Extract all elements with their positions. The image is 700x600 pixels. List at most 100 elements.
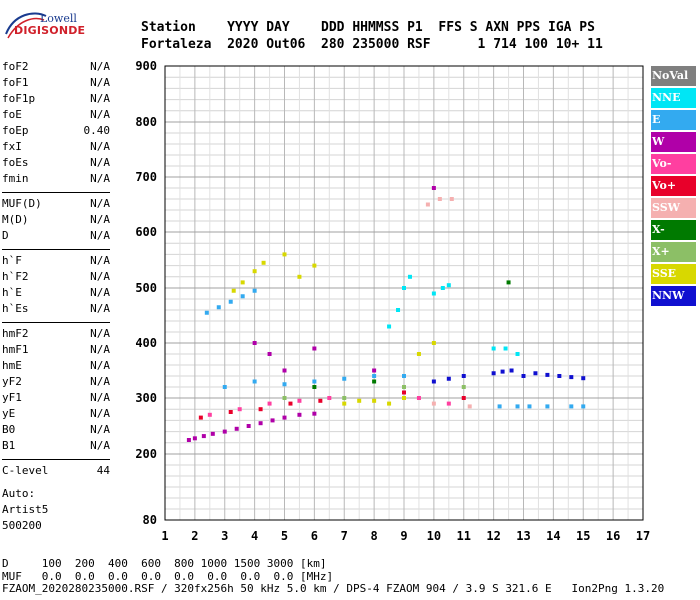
data-point-vo- <box>267 401 272 406</box>
x-tick-label: 3 <box>221 529 228 543</box>
param-separator <box>2 459 110 460</box>
data-point-e <box>515 404 520 409</box>
data-point-e <box>252 379 257 384</box>
data-point-vo- <box>228 410 233 414</box>
param-name: h`E <box>2 286 22 299</box>
param-row: h`Es N/A <box>2 302 110 318</box>
param-name: yE <box>2 407 16 420</box>
data-point-e <box>527 404 532 409</box>
data-point-e <box>204 310 209 315</box>
data-point-nnw <box>491 371 496 376</box>
data-point-x- <box>372 379 377 384</box>
auto-label: Auto: <box>2 487 36 500</box>
data-point-w <box>282 415 287 420</box>
data-point-vo- <box>258 407 263 412</box>
param-value: N/A <box>90 391 110 404</box>
param-value: 44 <box>96 464 110 477</box>
data-point-nne <box>396 308 401 312</box>
y-tick-label: 900 <box>135 59 157 73</box>
footer-file-info: FZAOM_2020280235000.RSF / 320fx256h 50 k… <box>2 582 665 595</box>
data-point-nnw <box>533 371 538 376</box>
data-point-w <box>201 434 206 439</box>
legend-item-ssw: SSW <box>651 198 696 218</box>
data-point-vo- <box>327 396 332 400</box>
data-point-nne <box>515 352 520 356</box>
x-tick-label: 8 <box>371 529 378 543</box>
data-point-e <box>240 294 245 299</box>
param-row: yF1 N/A <box>2 391 110 407</box>
param-row: hmE N/A <box>2 359 110 375</box>
param-separator <box>2 249 110 250</box>
param-row: foF1 N/A <box>2 76 110 92</box>
data-point-nne <box>503 346 508 351</box>
data-point-sse <box>357 398 362 403</box>
logo-text-digisonde: DIGISONDE <box>14 24 86 37</box>
data-point-vo- <box>288 401 293 406</box>
param-value: N/A <box>90 270 110 283</box>
param-row: foEs N/A <box>2 156 110 172</box>
x-tick-label: 2 <box>191 529 198 543</box>
param-value: N/A <box>90 229 110 242</box>
param-name: foF1 <box>2 76 29 89</box>
param-value: N/A <box>90 359 110 372</box>
data-point-w <box>210 431 215 436</box>
data-point-vo- <box>297 398 302 403</box>
y-tick-label: 300 <box>135 391 157 405</box>
data-point-e <box>545 404 550 409</box>
param-value: N/A <box>90 439 110 452</box>
param-row: MUF(D) N/A <box>2 197 110 213</box>
x-tick-label: 12 <box>486 529 500 543</box>
y-tick-label: 400 <box>135 336 157 350</box>
data-point-nnw <box>509 368 514 373</box>
param-row: h`E N/A <box>2 286 110 302</box>
data-point-sse <box>231 288 236 293</box>
data-point-sse <box>416 352 421 356</box>
data-point-nnw <box>569 375 574 380</box>
data-point-ssw <box>431 401 436 406</box>
data-point-x- <box>312 385 317 389</box>
legend-item-e: E <box>651 110 696 130</box>
param-row: h`F2 N/A <box>2 270 110 286</box>
data-point-sse <box>372 398 377 403</box>
logo-text-lowell: Lowell <box>40 12 77 25</box>
logo-swoosh-icon <box>5 12 47 39</box>
x-tick-label: 1 <box>161 529 168 543</box>
legend-item-w: W <box>651 132 696 152</box>
data-point-sse <box>342 401 347 406</box>
legend-item-x-: X- <box>651 220 696 240</box>
footer: D 100 200 400 600 800 1000 1500 3000 [km… <box>2 557 665 596</box>
legend-item-nnw: NNW <box>651 286 696 306</box>
data-point-nne <box>402 286 406 290</box>
param-row: foF1p N/A <box>2 92 110 108</box>
data-point-nnw <box>446 376 451 381</box>
param-name: hmF1 <box>2 343 29 356</box>
param-value: N/A <box>90 197 110 210</box>
param-value: N/A <box>90 92 110 105</box>
param-value: N/A <box>90 213 110 226</box>
data-point-w <box>192 436 197 441</box>
data-point-vo- <box>237 407 242 412</box>
data-point-vo- <box>318 398 323 403</box>
param-value: N/A <box>90 343 110 356</box>
data-point-nnw <box>545 372 550 377</box>
data-point-ssw <box>425 202 430 207</box>
data-point-nne <box>387 324 392 329</box>
param-name: foEp <box>2 124 29 137</box>
param-name: foF1p <box>2 92 36 105</box>
param-name: D <box>2 229 9 242</box>
param-name: fxI <box>2 140 22 153</box>
param-name: C-level <box>2 464 49 477</box>
header-values: Fortaleza 2020 Out06 280 235000 RSF 1 71… <box>141 37 603 52</box>
param-row: fmin N/A <box>2 172 110 188</box>
data-point-x- <box>506 280 511 285</box>
param-value: N/A <box>90 60 110 73</box>
param-value: N/A <box>90 108 110 121</box>
data-point-w <box>297 412 302 417</box>
data-point-sse <box>312 263 317 268</box>
data-point-nne <box>440 286 445 290</box>
param-name: B1 <box>2 439 16 452</box>
param-row: hmF1 N/A <box>2 343 110 359</box>
data-point-w <box>312 411 317 416</box>
data-point-w <box>252 341 257 345</box>
data-point-x- <box>461 385 466 389</box>
